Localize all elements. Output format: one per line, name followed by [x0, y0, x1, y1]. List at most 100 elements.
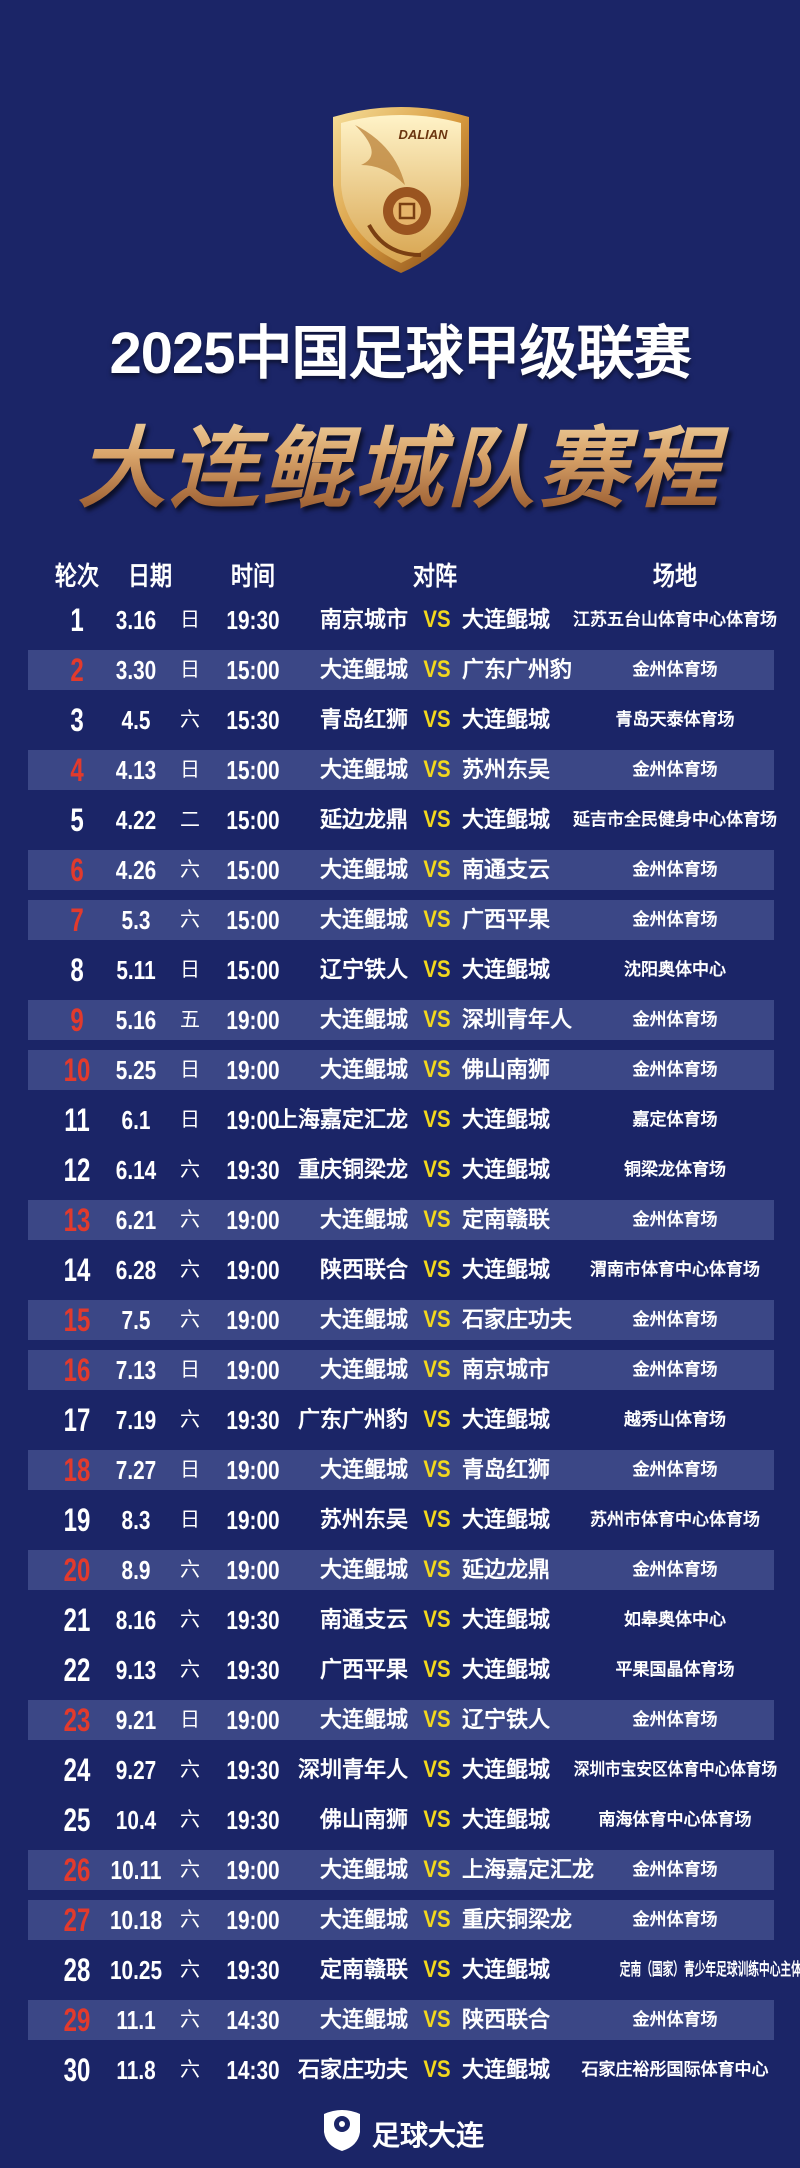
match-time: 14:30 [226, 2055, 280, 2085]
match-date: 4.26 [115, 855, 157, 885]
venue: 金州体育场 [560, 645, 790, 695]
venue-text: 金州体育场 [632, 1360, 718, 1379]
match-time: 15:00 [226, 805, 280, 835]
venue: 金州体育场 [560, 1895, 790, 1945]
venue: 沈阳奥体中心 [560, 945, 790, 995]
match-time: 19:30 [226, 1605, 280, 1635]
round-number: 4 [70, 752, 84, 788]
match-time: 19:00 [226, 1705, 280, 1735]
round-number: 12 [63, 1152, 91, 1188]
home-team: 大连鲲城 [319, 1307, 408, 1332]
venue: 金州体育场 [560, 1045, 790, 1095]
away-team: 大连鲲城 [462, 1407, 551, 1432]
home-team: 青岛红狮 [319, 707, 408, 732]
match-time: 19:30 [226, 1955, 280, 1985]
row-stripe [28, 1450, 774, 1490]
venue: 定南（国家）青少年足球训练中心主体育场 [560, 1945, 800, 1995]
match-weekday: 六 [180, 859, 200, 881]
round-number: 25 [63, 1802, 91, 1838]
round-number: 14 [63, 1252, 91, 1288]
row-stripe [28, 650, 774, 690]
match-date: 7.5 [121, 1305, 151, 1335]
round-number: 21 [63, 1602, 91, 1638]
vs-label: VS [423, 956, 451, 983]
vs-label: VS [423, 906, 451, 933]
match-weekday: 六 [180, 1809, 200, 1831]
away-team: 陕西联合 [462, 2007, 551, 2032]
row-stripe [28, 2000, 774, 2040]
row-stripe [28, 1350, 774, 1390]
match-time: 15:00 [226, 755, 280, 785]
venue: 金州体育场 [560, 1995, 790, 2045]
column-header-round: 轮次 [54, 561, 100, 591]
row-stripe [28, 1700, 774, 1740]
away-team: 辽宁铁人 [462, 1707, 551, 1732]
venue: 金州体育场 [560, 1295, 790, 1345]
venue-text: 金州体育场 [632, 1060, 718, 1079]
match-time: 19:00 [226, 1855, 280, 1885]
match-time: 19:00 [226, 1305, 280, 1335]
match-weekday: 六 [180, 1559, 200, 1581]
match-time: 15:00 [226, 855, 280, 885]
vs-label: VS [423, 1606, 451, 1633]
venue-text: 金州体育场 [632, 860, 718, 879]
match-weekday: 日 [180, 1109, 200, 1131]
round-number: 22 [63, 1652, 91, 1688]
vs-label: VS [423, 1256, 451, 1283]
match-time: 19:30 [226, 1405, 280, 1435]
vs-label: VS [423, 1856, 451, 1883]
venue: 青岛天泰体育场 [560, 695, 790, 745]
football-shield-icon [324, 2110, 360, 2151]
venue-text: 金州体育场 [632, 910, 718, 929]
round-number: 11 [64, 1102, 90, 1138]
round-number: 23 [63, 1702, 91, 1738]
venue: 金州体育场 [560, 895, 790, 945]
match-date: 5.11 [116, 955, 156, 985]
match-weekday: 日 [180, 1709, 200, 1731]
round-number: 17 [63, 1402, 91, 1438]
match-weekday: 六 [180, 1609, 200, 1631]
away-team: 大连鲲城 [462, 1257, 551, 1282]
away-team: 定南赣联 [462, 1207, 551, 1232]
away-team: 大连鲲城 [462, 707, 551, 732]
venue: 金州体育场 [560, 1695, 790, 1745]
round-number: 2 [70, 652, 84, 688]
match-weekday: 六 [180, 709, 200, 731]
away-team: 大连鲲城 [462, 1757, 551, 1782]
home-team: 大连鲲城 [319, 1857, 408, 1882]
venue: 金州体育场 [560, 745, 790, 795]
match-weekday: 日 [180, 659, 200, 681]
match-date: 5.16 [115, 1005, 157, 1035]
venue-text: 嘉定体育场 [632, 1110, 718, 1129]
match-date: 7.27 [115, 1455, 157, 1485]
round-number: 9 [70, 1002, 84, 1038]
match-date: 3.30 [115, 655, 157, 685]
match-time: 14:30 [226, 2005, 280, 2035]
match-date: 8.9 [121, 1555, 151, 1585]
match-date: 10.4 [115, 1805, 157, 1835]
venue-text: 金州体育场 [632, 2010, 718, 2029]
match-weekday: 六 [180, 1909, 200, 1931]
away-team: 南通支云 [462, 857, 551, 882]
round-number: 29 [63, 2002, 91, 2038]
match-weekday: 六 [180, 1409, 200, 1431]
home-team: 大连鲲城 [319, 2007, 408, 2032]
match-weekday: 六 [180, 2059, 200, 2081]
match-time: 19:30 [226, 1805, 280, 1835]
match-weekday: 日 [180, 1059, 200, 1081]
away-team: 大连鲲城 [462, 1957, 551, 1982]
vs-label: VS [423, 706, 451, 733]
vs-label: VS [423, 1206, 451, 1233]
match-date: 6.14 [115, 1155, 157, 1185]
row-stripe [28, 900, 774, 940]
venue-text: 渭南市体育中心体育场 [590, 1260, 760, 1279]
footer-brand-text: 足球大连 [372, 2120, 485, 2151]
vs-label: VS [423, 656, 451, 683]
away-team: 大连鲲城 [462, 1607, 551, 1632]
match-date: 11.8 [116, 2055, 156, 2085]
match-time: 19:30 [226, 605, 280, 635]
svg-text:DALIAN: DALIAN [398, 127, 448, 142]
vs-label: VS [423, 1056, 451, 1083]
home-team: 南京城市 [319, 607, 408, 632]
vs-label: VS [423, 1156, 451, 1183]
